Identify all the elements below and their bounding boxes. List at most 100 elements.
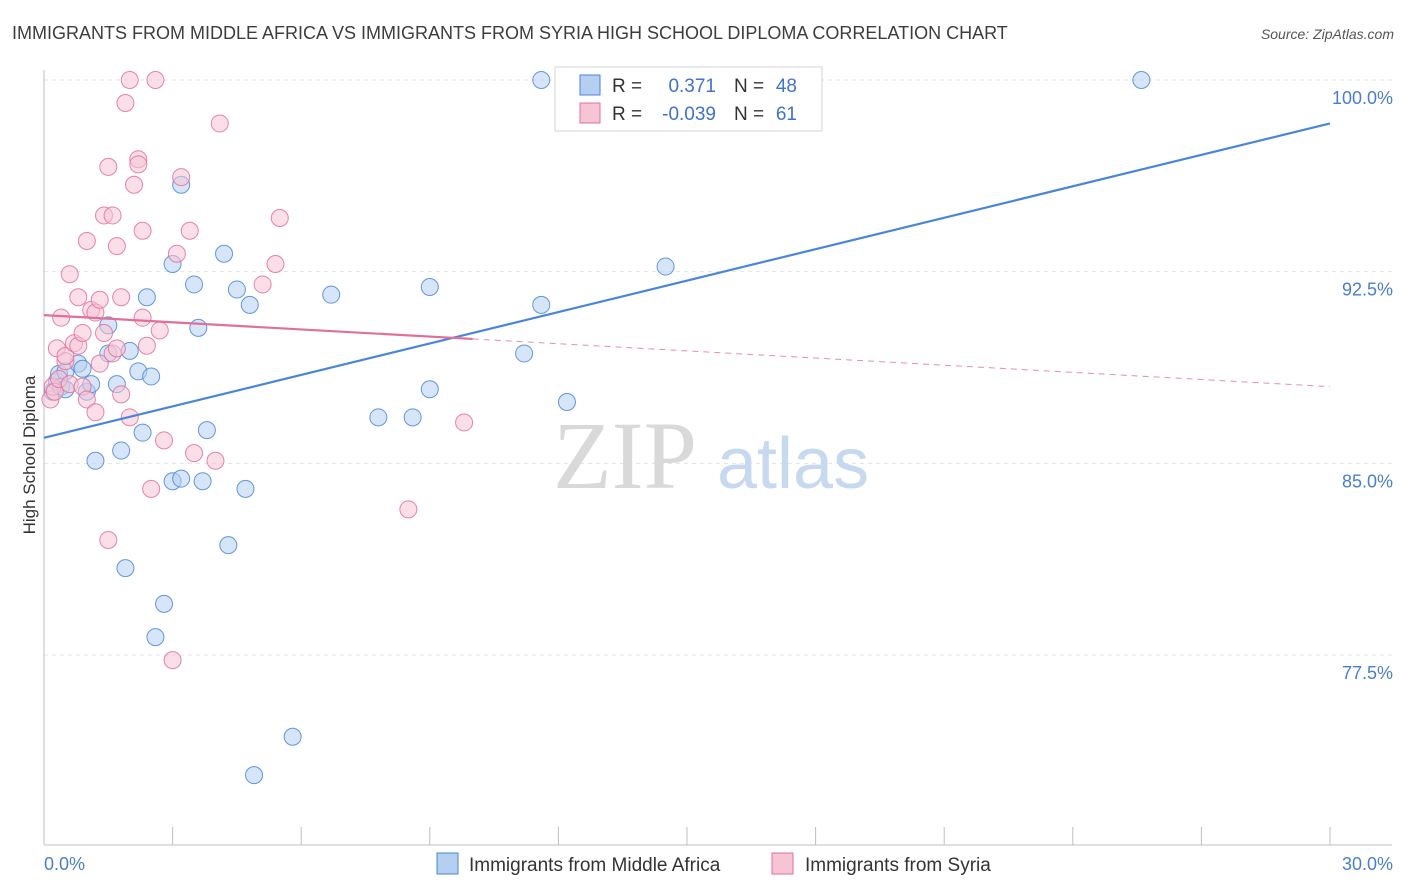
- series-0-point-22: [155, 594, 174, 613]
- series-1-points: [41, 71, 474, 670]
- series-0-point-29: [193, 472, 212, 491]
- series-0-point-42: [420, 380, 439, 399]
- series-1-point-44: [155, 431, 174, 450]
- bottom-legend-label-middle-africa: Immigrants from Middle Africa: [469, 855, 721, 876]
- trend-line-1-solid: [43, 314, 473, 341]
- x-tick-label-0: 0.0%: [44, 854, 85, 874]
- series-0-point-41: [420, 278, 439, 296]
- series-0-point-21: [146, 628, 165, 647]
- series-1-point-30: [112, 288, 131, 307]
- series-1-point-8: [60, 265, 79, 284]
- series-0-point-35: [240, 295, 259, 314]
- series-1-point-52: [253, 275, 272, 294]
- watermark-zip: ZIP: [553, 402, 697, 509]
- series-0-point-25: [172, 469, 191, 488]
- series-0-point-36: [245, 766, 264, 785]
- series-1-point-50: [206, 451, 225, 470]
- series-1-point-5: [52, 308, 71, 327]
- series-1-point-26: [103, 206, 122, 225]
- series-1-point-42: [146, 71, 165, 89]
- series-1-point-54: [270, 209, 289, 227]
- series-0-point-32: [219, 536, 238, 555]
- series-1-point-43: [150, 321, 169, 340]
- y-axis-label: High School Diploma: [20, 375, 39, 534]
- bottom-legend-swatch-pink: [771, 852, 794, 875]
- legend-swatch-blue: [579, 74, 601, 96]
- series-0-point-15: [116, 559, 135, 578]
- series-1-point-7: [56, 347, 75, 365]
- x-tick-labels: 0.0% 30.0%: [44, 854, 1393, 874]
- series-1-point-23: [95, 324, 114, 342]
- series-1-point-53: [266, 255, 285, 273]
- series-1-point-47: [172, 168, 191, 187]
- legend-n-value-2: 61: [776, 104, 797, 125]
- legend-n-label-2: N =: [734, 104, 764, 125]
- legend-r-value-2: -0.039: [662, 104, 716, 125]
- series-1-point-51: [210, 114, 229, 133]
- legend-r-value-1: 0.371: [668, 76, 716, 97]
- series-1-point-20: [90, 290, 109, 309]
- series-1-point-19: [86, 403, 105, 422]
- y-tick-label-0: 100.0%: [1332, 88, 1393, 108]
- series-1-point-48: [180, 221, 199, 240]
- series-1-point-34: [120, 71, 139, 89]
- y-tick-label-1: 92.5%: [1342, 280, 1393, 300]
- series-1-point-29: [107, 339, 126, 358]
- series-1-point-46: [167, 244, 186, 263]
- series-0-point-10: [86, 451, 105, 470]
- watermark-atlas: atlas: [717, 424, 869, 504]
- series-1-point-35: [125, 175, 144, 194]
- trend-line-1-dashed: [472, 338, 1331, 388]
- series-0-point-31: [215, 244, 234, 263]
- series-0-point-27: [185, 275, 204, 294]
- series-1-point-13: [73, 324, 92, 342]
- series-0-point-28: [189, 318, 208, 337]
- series-1-point-11: [69, 288, 88, 307]
- series-0-point-39: [369, 408, 388, 427]
- series-1-point-38: [133, 221, 152, 240]
- x-tick-label-1: 30.0%: [1342, 854, 1393, 874]
- series-0-point-7: [73, 359, 92, 378]
- series-1-point-40: [137, 336, 156, 355]
- series-1-point-37: [129, 155, 148, 174]
- series-1-point-55: [399, 500, 418, 519]
- series-1-point-24: [99, 531, 118, 549]
- legend-n-value-1: 48: [776, 76, 797, 97]
- y-tick-label-2: 85.0%: [1342, 471, 1393, 491]
- trend-line-0: [43, 122, 1331, 439]
- chart-source: Source: ZipAtlas.com: [1261, 26, 1394, 42]
- series-1-point-15: [77, 232, 96, 250]
- series-0-point-37: [283, 727, 302, 746]
- legend-swatch-pink: [579, 102, 601, 124]
- series-1-point-28: [107, 237, 126, 256]
- series-0-point-46: [557, 393, 576, 411]
- series-1-point-31: [112, 385, 131, 404]
- watermark: ZIP atlas: [553, 402, 869, 509]
- series-1-point-45: [163, 651, 182, 670]
- series-0-point-14: [112, 441, 131, 460]
- y-tick-label-3: 77.5%: [1342, 663, 1393, 683]
- series-1-point-41: [142, 479, 161, 498]
- bottom-legend: Immigrants from Middle Africa Immigrants…: [436, 852, 991, 876]
- legend-r-label-1: R =: [612, 76, 642, 97]
- series-1-point-32: [116, 94, 135, 112]
- series-0-point-47: [656, 257, 675, 276]
- series-0-point-45: [532, 71, 551, 89]
- series-0-point-43: [515, 344, 534, 363]
- series-0-point-33: [227, 280, 246, 299]
- series-1-point-56: [455, 413, 474, 432]
- grid-lines: [44, 79, 1392, 656]
- data-points: [41, 71, 1151, 785]
- series-0-point-19: [137, 288, 156, 307]
- trend-lines: [43, 122, 1331, 439]
- series-0-point-38: [322, 285, 341, 304]
- series-0-point-40: [403, 408, 422, 427]
- legend-r-label-2: R =: [612, 104, 642, 125]
- series-1-point-49: [185, 444, 204, 463]
- axes: [43, 70, 1392, 846]
- series-0-point-48: [1132, 71, 1151, 89]
- series-1-point-39: [133, 308, 152, 327]
- legend-n-label-1: N =: [734, 76, 764, 97]
- series-1-point-16: [77, 390, 96, 409]
